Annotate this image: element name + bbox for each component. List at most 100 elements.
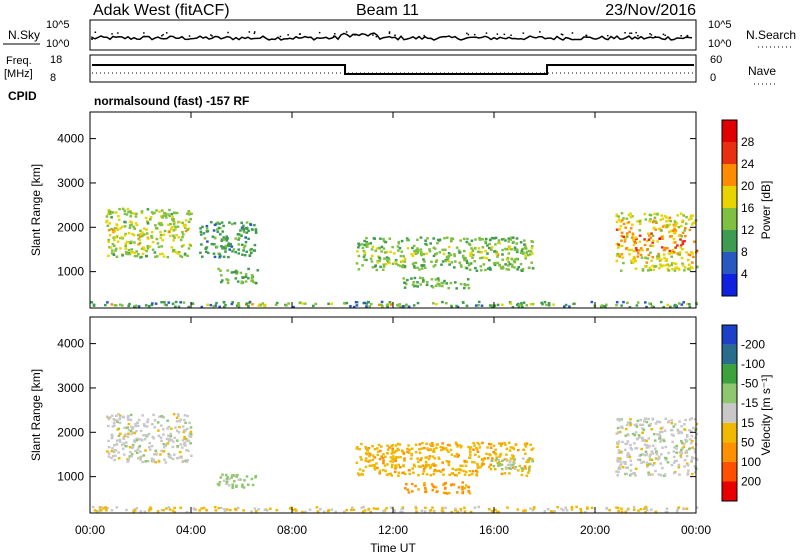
- data-cell: [616, 252, 619, 256]
- data-cell: [401, 265, 404, 269]
- data-cell: [425, 456, 429, 459]
- data-cell: [364, 465, 368, 469]
- data-cell: [532, 507, 536, 510]
- data-cell: [369, 257, 373, 260]
- data-cell: [385, 473, 389, 476]
- data-cell: [440, 509, 444, 512]
- data-cell: [393, 510, 396, 513]
- data-cell: [444, 486, 447, 490]
- data-cell: [167, 506, 171, 509]
- data-cell: [432, 254, 436, 258]
- data-cell: [363, 243, 366, 247]
- data-cell: [471, 460, 474, 464]
- data-cell: [618, 430, 622, 434]
- data-cell: [471, 470, 475, 473]
- data-cell: [615, 259, 619, 263]
- data-cell: [104, 506, 107, 509]
- data-cell: [479, 269, 483, 272]
- data-cell: [510, 257, 513, 261]
- data-cell: [254, 474, 258, 478]
- data-cell: [181, 446, 184, 449]
- data-cell: [370, 260, 374, 263]
- data-cell: [363, 509, 367, 512]
- data-cell: [410, 482, 414, 486]
- data-cell: [488, 508, 491, 511]
- data-cell: [179, 301, 182, 304]
- data-cell: [407, 444, 410, 447]
- data-cell: [123, 220, 126, 224]
- data-cell: [507, 247, 511, 251]
- data-cell: [107, 424, 110, 428]
- data-cell: [441, 300, 444, 304]
- data-cell: [172, 234, 175, 237]
- data-cell: [616, 426, 620, 430]
- nsearch-point: [585, 34, 588, 37]
- data-cell: [176, 413, 180, 416]
- nsearch-point: [474, 33, 476, 36]
- data-cell: [524, 254, 527, 257]
- data-cell: [618, 228, 622, 231]
- data-cell: [183, 418, 186, 422]
- colorbar-segment: [722, 186, 737, 208]
- data-cell: [498, 442, 501, 445]
- data-cell: [478, 236, 481, 240]
- data-cell: [510, 248, 513, 251]
- data-cell: [657, 473, 661, 476]
- data-cell: [634, 236, 637, 239]
- data-cell: [638, 458, 642, 462]
- data-cell: [618, 255, 621, 258]
- data-cell: [531, 447, 535, 450]
- data-cell: [524, 452, 527, 455]
- data-cell: [126, 426, 130, 429]
- data-cell: [154, 224, 157, 227]
- data-cell: [133, 227, 136, 230]
- data-cell: [349, 305, 352, 308]
- data-cell: [378, 259, 381, 263]
- data-cell: [677, 226, 681, 229]
- colorbar-tick-label: 15: [741, 416, 755, 430]
- data-cell: [652, 227, 656, 230]
- data-cell: [161, 239, 164, 242]
- data-cell: [632, 250, 636, 253]
- nsearch-point: [522, 32, 525, 34]
- data-cell: [423, 486, 427, 490]
- data-cell: [291, 509, 295, 512]
- data-cell: [368, 459, 372, 462]
- data-cell: [184, 421, 187, 425]
- data-cell: [387, 258, 391, 261]
- data-cell: [463, 473, 467, 476]
- data-cell: [639, 222, 642, 226]
- data-cell: [658, 430, 662, 434]
- data-cell: [459, 239, 462, 242]
- data-cell: [412, 471, 415, 474]
- data-cell: [113, 449, 116, 452]
- data-cell: [182, 233, 185, 236]
- data-cell: [185, 438, 188, 441]
- data-cell: [486, 244, 489, 247]
- data-cell: [108, 234, 112, 237]
- data-cell: [371, 454, 375, 457]
- data-cell: [143, 423, 146, 426]
- data-cell: [621, 440, 624, 444]
- data-cell: [425, 442, 428, 445]
- data-cell: [161, 216, 164, 219]
- data-cell: [149, 216, 153, 219]
- nsearch-point: [496, 33, 499, 35]
- data-cell: [378, 472, 381, 475]
- data-cell: [380, 303, 383, 307]
- data-cell: [110, 227, 113, 231]
- nsky-tick-high: 10^5: [46, 19, 70, 31]
- data-cell: [162, 255, 166, 258]
- data-cell: [669, 229, 673, 233]
- data-cell: [190, 454, 193, 457]
- data-cell: [690, 434, 694, 438]
- data-cell: [163, 211, 166, 215]
- data-cell: [391, 460, 395, 463]
- data-cell: [406, 488, 410, 491]
- data-cell: [678, 251, 682, 254]
- data-cell: [565, 509, 569, 512]
- data-cell: [653, 216, 657, 219]
- data-cell: [507, 237, 511, 240]
- data-cell: [206, 251, 210, 255]
- data-cell: [590, 506, 594, 510]
